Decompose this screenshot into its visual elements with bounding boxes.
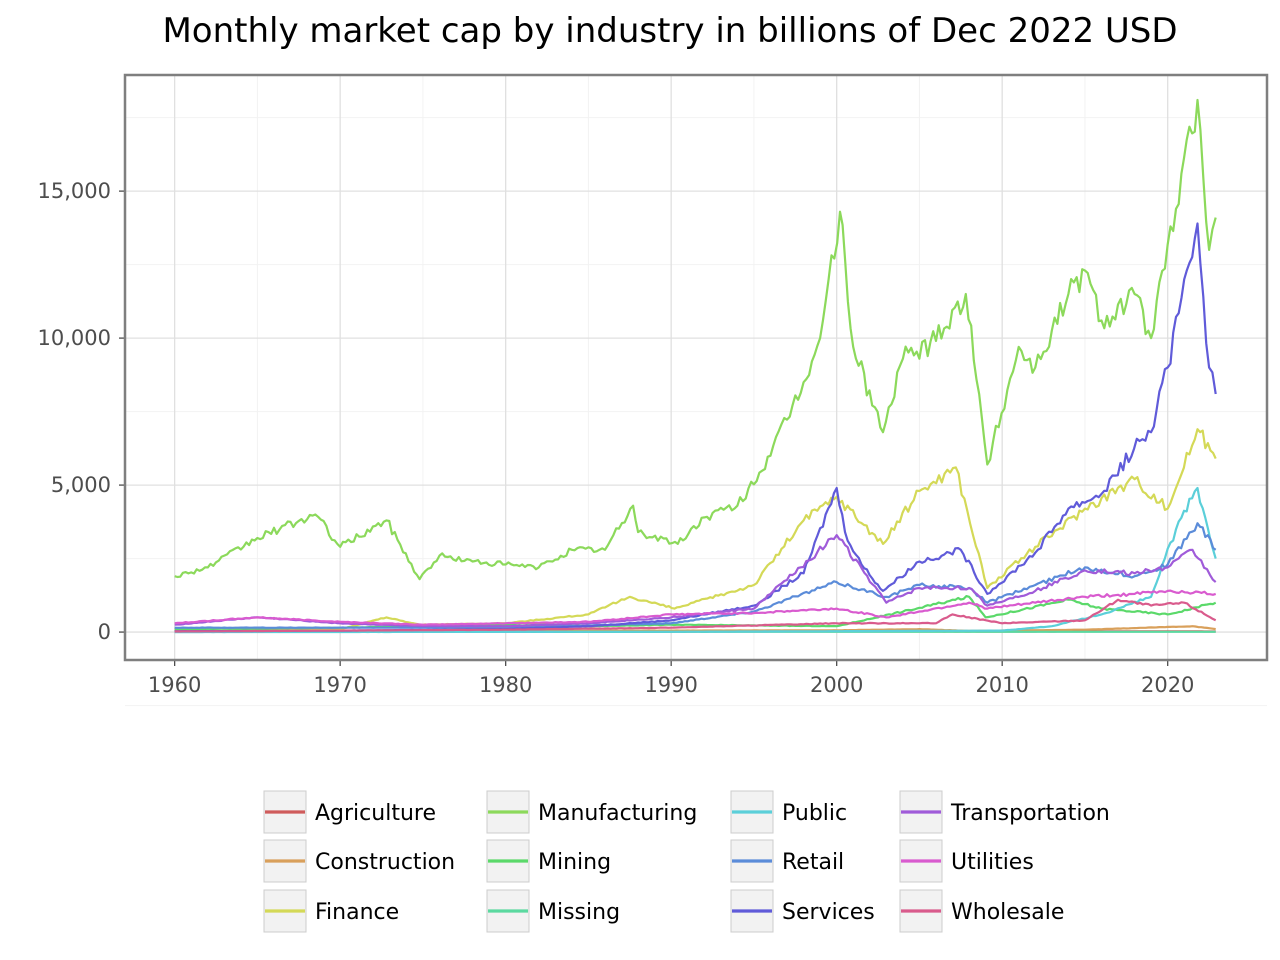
legend-label: Agriculture — [315, 801, 436, 826]
legend-item-agriculture: Agriculture — [263, 790, 436, 834]
legend-item-utilities: Utilities — [899, 839, 1034, 883]
series-line-manufacturing — [174, 98, 1217, 581]
legend-item-wholesale: Wholesale — [899, 889, 1064, 933]
x-tick-label: 2000 — [810, 673, 863, 697]
y-tick-label: 0 — [98, 620, 111, 644]
x-tick-label: 1960 — [148, 673, 201, 697]
legend-label: Public — [782, 801, 847, 826]
legend: Agriculture Construction Finance Manufactur… — [263, 790, 1110, 933]
legend-item-mining: Mining — [486, 839, 611, 883]
legend-label: Manufacturing — [538, 801, 697, 826]
legend-label: Construction — [315, 850, 455, 875]
legend-item-finance: Finance — [263, 889, 399, 933]
legend-label: Transportation — [950, 801, 1110, 826]
x-tick-label: 1990 — [644, 673, 697, 697]
x-tick-label: 1970 — [313, 673, 366, 697]
legend-label: Missing — [538, 900, 620, 925]
legend-item-transportation: Transportation — [899, 790, 1110, 834]
y-tick-label: 10,000 — [38, 326, 111, 350]
legend-item-retail: Retail — [730, 839, 844, 883]
x-tick-label: 1980 — [479, 673, 532, 697]
series-line-public — [174, 486, 1217, 634]
panel-background — [125, 75, 1267, 660]
legend-label: Retail — [782, 850, 844, 875]
legend-item-manufacturing: Manufacturing — [486, 790, 697, 834]
chart-title: Monthly market cap by industry in billio… — [162, 11, 1177, 51]
x-tick-label: 2010 — [975, 673, 1028, 697]
legend-label: Wholesale — [951, 900, 1064, 925]
legend-item-services: Services — [730, 889, 875, 933]
legend-label: Utilities — [951, 850, 1034, 875]
y-tick-label: 5,000 — [51, 473, 111, 497]
series-line-retail — [174, 522, 1217, 629]
legend-item-missing: Missing — [486, 889, 620, 933]
legend-item-construction: Construction — [263, 839, 455, 883]
panel-border — [123, 73, 1269, 662]
x-tick-label: 2020 — [1141, 673, 1194, 697]
legend-label: Finance — [315, 900, 399, 925]
series-line-wholesale — [174, 598, 1217, 633]
legend-label: Services — [782, 900, 875, 925]
series-line-utilities — [174, 589, 1217, 626]
plot-panel: 1960 1970 1980 1990 2000 2010 2020 0 5,000 10,000… — [38, 73, 1269, 707]
legend-label: Mining — [538, 850, 611, 875]
legend-item-public: Public — [730, 790, 847, 834]
y-tick-label: 15,000 — [38, 179, 111, 203]
